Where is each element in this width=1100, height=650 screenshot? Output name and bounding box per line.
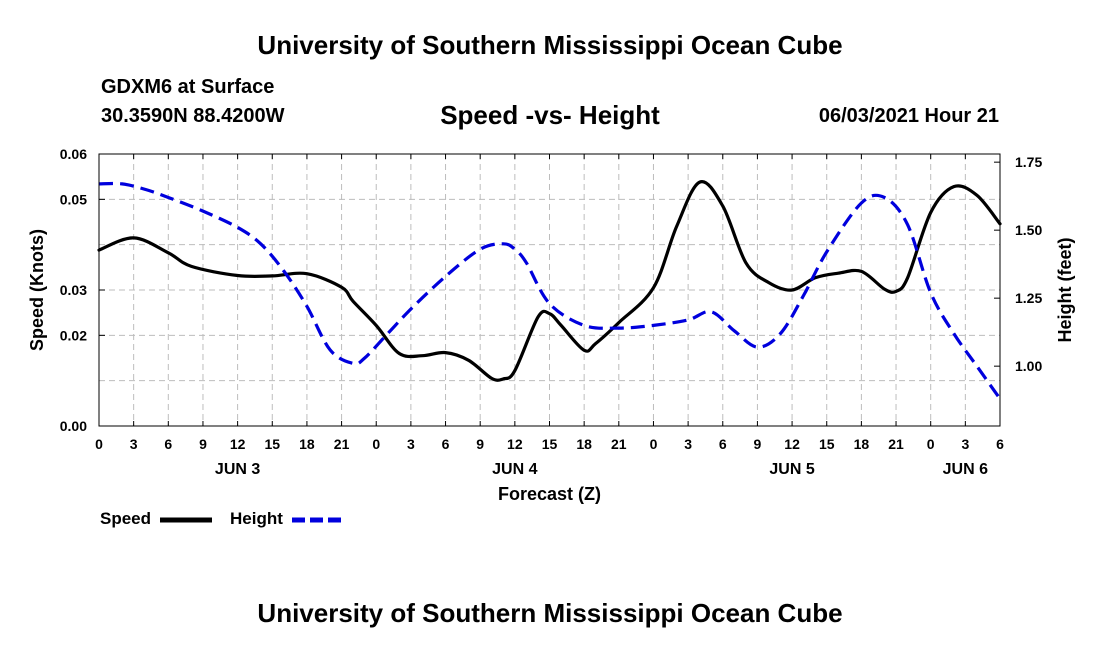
axis-labels: 0 3 6 9 12 15 18 21 0 3 6 9 12 15 18 21 0 3 6 9 12 15 18 21 0 3 6J… bbox=[27, 146, 1075, 504]
x-tick-label: 3 bbox=[407, 436, 415, 452]
legend-height-label: Height bbox=[230, 509, 283, 528]
top-title: University of Southern Mississippi Ocean… bbox=[257, 30, 843, 60]
speed-series-line bbox=[97, 180, 1002, 382]
series-layer bbox=[97, 180, 1002, 400]
chart-title: Speed -vs- Height bbox=[440, 100, 660, 130]
ticks bbox=[98, 153, 1001, 427]
y2-tick-label: 1.00 bbox=[1015, 358, 1042, 374]
y-tick-label: 0.06 bbox=[60, 146, 87, 162]
x-tick-label: 0 bbox=[95, 436, 103, 452]
x-day-label: JUN 6 bbox=[943, 461, 988, 478]
x-tick-label: 15 bbox=[819, 436, 835, 452]
x-tick-label: 0 bbox=[927, 436, 935, 452]
x-tick-label: 6 bbox=[442, 436, 450, 452]
x-tick-label: 18 bbox=[299, 436, 315, 452]
y-tick-label: 0.05 bbox=[60, 191, 87, 207]
x-tick-label: 15 bbox=[542, 436, 558, 452]
x-tick-label: 6 bbox=[996, 436, 1004, 452]
x-tick-label: 18 bbox=[854, 436, 870, 452]
y2-tick-label: 1.25 bbox=[1015, 290, 1042, 306]
x-tick-label: 21 bbox=[888, 436, 904, 452]
x-tick-label: 6 bbox=[164, 436, 172, 452]
grid bbox=[99, 154, 1000, 426]
x-tick-label: 3 bbox=[684, 436, 692, 452]
y-tick-label: 0.03 bbox=[60, 282, 87, 298]
y2-tick-label: 1.75 bbox=[1015, 154, 1042, 170]
y-tick-label: 0.02 bbox=[60, 327, 87, 343]
x-tick-label: 9 bbox=[476, 436, 484, 452]
x-tick-label: 21 bbox=[611, 436, 627, 452]
x-tick-label: 12 bbox=[230, 436, 246, 452]
station-coordinates: 30.3590N 88.4200W bbox=[101, 105, 285, 127]
x-tick-label: 0 bbox=[372, 436, 380, 452]
valid-time: 06/03/2021 Hour 21 bbox=[818, 105, 999, 127]
x-day-label: JUN 4 bbox=[492, 461, 537, 478]
x-tick-label: 12 bbox=[507, 436, 523, 452]
x-day-label: JUN 3 bbox=[215, 461, 260, 478]
height-series-line bbox=[98, 181, 1002, 400]
x-tick-label: 12 bbox=[784, 436, 800, 452]
x-axis-title: Forecast (Z) bbox=[498, 484, 601, 504]
y2-tick-label: 1.50 bbox=[1015, 222, 1042, 238]
y-tick-label: 0.00 bbox=[60, 418, 87, 434]
x-tick-label: 3 bbox=[961, 436, 969, 452]
x-tick-label: 9 bbox=[199, 436, 207, 452]
x-tick-label: 6 bbox=[719, 436, 727, 452]
x-tick-label: 18 bbox=[576, 436, 592, 452]
legend-speed-label: Speed bbox=[100, 509, 152, 528]
x-day-label: JUN 5 bbox=[769, 461, 814, 478]
x-tick-label: 9 bbox=[754, 436, 762, 452]
x-tick-label: 15 bbox=[264, 436, 280, 452]
y-axis-title: Speed (Knots) bbox=[27, 229, 47, 351]
bottom-title: University of Southern Mississippi Ocean… bbox=[257, 598, 843, 628]
x-tick-label: 0 bbox=[650, 436, 658, 452]
x-tick-label: 3 bbox=[130, 436, 138, 452]
y2-axis-title: Height (feet) bbox=[1055, 238, 1075, 343]
station-name: GDXM6 at Surface bbox=[101, 76, 275, 98]
x-tick-label: 21 bbox=[334, 436, 350, 452]
